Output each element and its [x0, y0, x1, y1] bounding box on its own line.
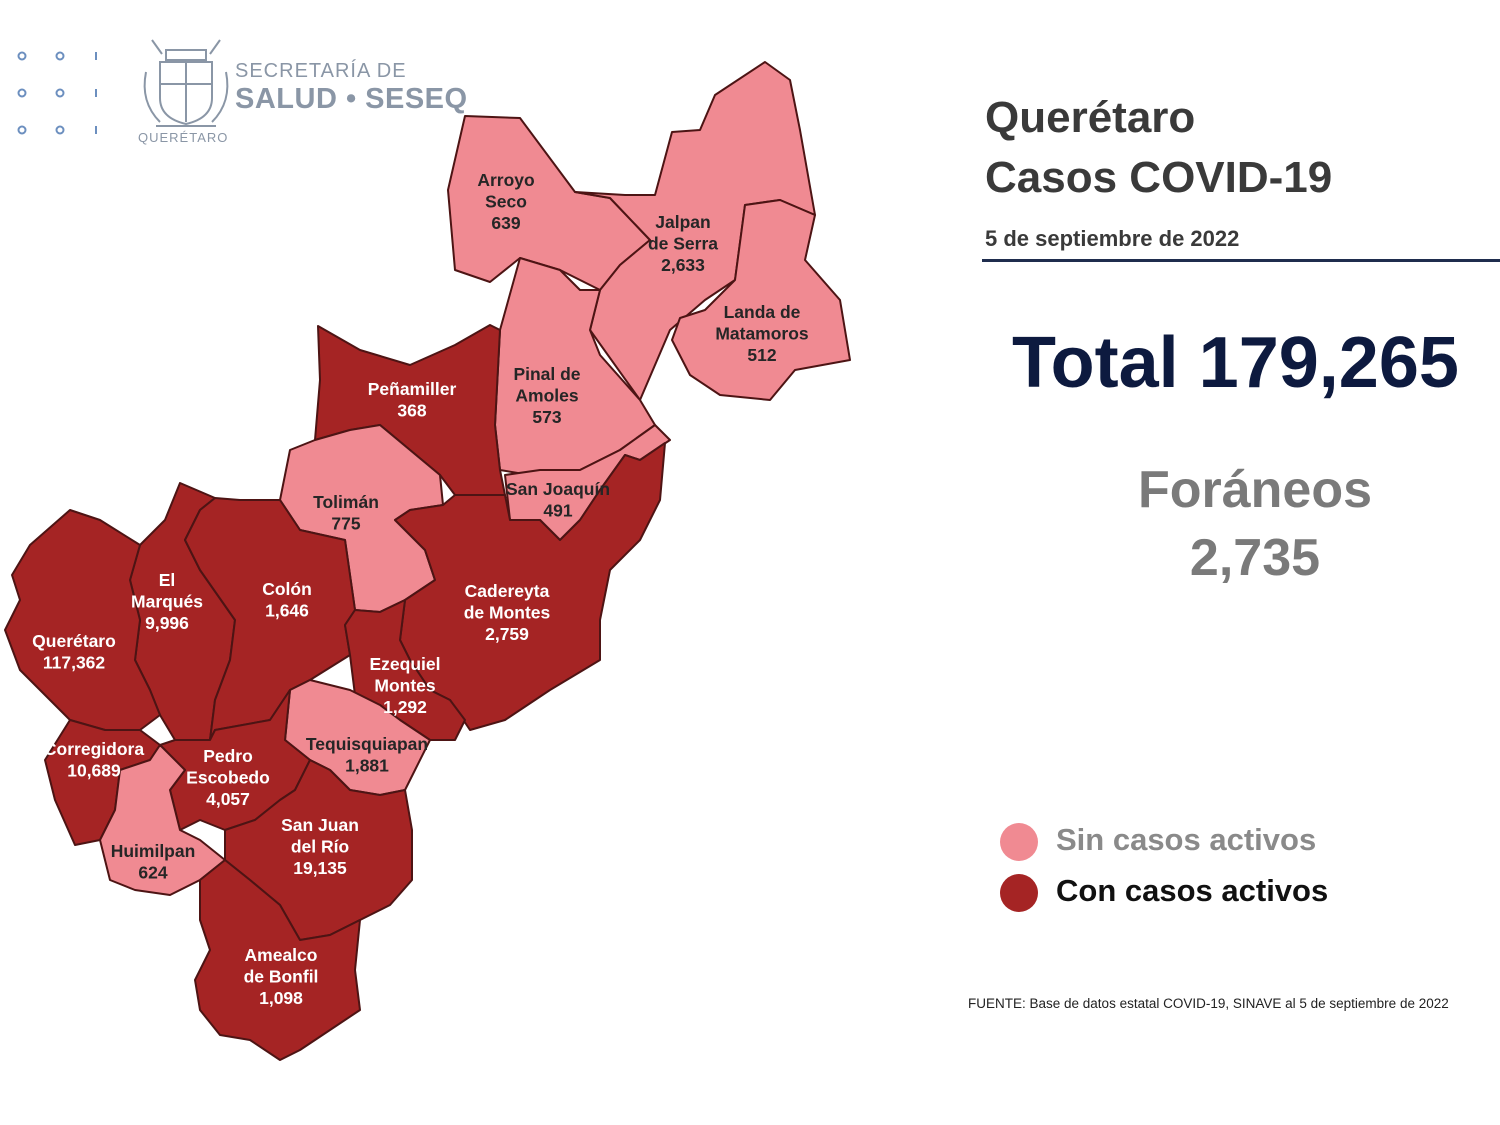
label-queretaro-line-1: 117,362 [43, 653, 106, 673]
label-pedro-escobedo-line-0: Pedro [203, 746, 253, 766]
queretaro-covid-map: Arroyo Seco 639 Jalpan de Serra 2,633 Landa de… [4, 61, 851, 1061]
label-tequisquiapan: Tequisquiapan 1,881 [306, 734, 428, 776]
legend-active-label: Con casos activos [1056, 873, 1329, 908]
label-huimilpan-line-0: Huimilpan [111, 841, 196, 861]
label-cadereyta-de-montes-line-0: Cadereyta [465, 581, 550, 601]
label-colon-line-0: Colón [262, 579, 312, 599]
label-el-marques-line-0: El [159, 570, 176, 590]
region-queretaro[interactable] [4, 509, 161, 731]
label-pinal-de-amoles: Pinal de Amoles 573 [513, 364, 580, 427]
label-huimilpan: Huimilpan 624 [111, 841, 196, 883]
foraneos-block: Foráneos 2,735 [1110, 456, 1400, 592]
page-title: Querétaro Casos COVID-19 [985, 88, 1332, 208]
label-ezequiel-montes: Ezequiel Montes 1,292 [370, 654, 441, 717]
label-ezequiel-montes-line-0: Ezequiel [370, 654, 441, 674]
legend-active-swatch [1000, 873, 1038, 912]
label-landa-de-matamoros-line-0: Landa de [724, 302, 801, 322]
label-arroyo-seco: Arroyo Seco 639 [477, 170, 534, 233]
label-san-juan-del-rio-line-2: 19,135 [293, 858, 347, 878]
label-corregidora: Corregidora 10,689 [44, 739, 144, 781]
label-cadereyta-de-montes-line-2: 2,759 [485, 624, 529, 644]
title-state: Querétaro [985, 93, 1196, 142]
label-pinal-de-amoles-line-0: Pinal de [513, 364, 580, 384]
title-divider [982, 259, 1500, 262]
label-penamiller: Peñamiller 368 [368, 379, 457, 421]
label-penamiller-line-0: Peñamiller [368, 379, 457, 399]
label-amealco-de-bonfil-line-1: de Bonfil [244, 967, 319, 987]
label-toliman: Tolimán 775 [313, 492, 379, 534]
report-date: 5 de septiembre de 2022 [985, 226, 1240, 251]
queretaro-coat-of-arms-logo [143, 39, 229, 127]
label-tequisquiapan-line-1: 1,881 [345, 756, 389, 776]
label-san-joaquin-line-0: San Joaquín [506, 479, 610, 499]
region-huimilpan[interactable] [99, 744, 226, 896]
label-ezequiel-montes-line-2: 1,292 [383, 697, 427, 717]
label-arroyo-seco-line-2: 639 [491, 213, 520, 233]
region-cadereyta-de-montes[interactable] [394, 442, 666, 731]
label-san-joaquin: San Joaquín 491 [506, 479, 610, 521]
label-jalpan-de-serra-line-0: Jalpan [655, 212, 710, 232]
label-toliman-line-1: 775 [331, 514, 360, 534]
label-corregidora-line-1: 10,689 [67, 761, 121, 781]
label-arroyo-seco-line-0: Arroyo [477, 170, 534, 190]
label-el-marques: El Marqués 9,996 [131, 570, 203, 633]
label-pedro-escobedo-line-1: Escobedo [186, 768, 270, 788]
legend-inactive-swatch [1000, 822, 1038, 861]
label-amealco-de-bonfil-line-2: 1,098 [259, 988, 303, 1008]
label-tequisquiapan-line-0: Tequisquiapan [306, 734, 428, 754]
label-jalpan-de-serra-line-1: de Serra [648, 234, 718, 254]
legend-active: Con casos activos [1000, 873, 1328, 912]
region-amealco-de-bonfil[interactable] [194, 859, 361, 1061]
label-arroyo-seco-line-1: Seco [485, 192, 527, 212]
label-pinal-de-amoles-line-2: 573 [532, 407, 561, 427]
label-cadereyta-de-montes: Cadereyta de Montes 2,759 [464, 581, 551, 644]
label-el-marques-line-2: 9,996 [145, 613, 189, 633]
label-el-marques-line-1: Marqués [131, 592, 203, 612]
label-corregidora-line-0: Corregidora [44, 739, 144, 759]
salud-seseq-label: SALUD • SESEQ [235, 83, 468, 115]
label-amealco-de-bonfil: Amealco de Bonfil 1,098 [244, 945, 319, 1008]
label-colon-line-1: 1,646 [265, 601, 309, 621]
label-landa-de-matamoros-line-2: 512 [747, 345, 776, 365]
source-note: FUENTE: Base de datos estatal COVID-19, … [968, 996, 1449, 1011]
label-san-joaquin-line-1: 491 [543, 501, 572, 521]
foraneos-label: Foráneos [1137, 461, 1373, 519]
label-amealco-de-bonfil-line-0: Amealco [245, 945, 318, 965]
label-penamiller-line-1: 368 [397, 401, 426, 421]
foraneos-value: 2,735 [1189, 529, 1321, 587]
total-cases: Total 179,265 [1012, 323, 1459, 403]
label-queretaro: Querétaro 117,362 [32, 631, 116, 673]
label-cadereyta-de-montes-line-1: de Montes [464, 603, 551, 623]
label-landa-de-matamoros-line-1: Matamoros [715, 324, 809, 344]
decorative-dots [17, 51, 97, 135]
region-landa-de-matamoros[interactable] [671, 199, 851, 401]
label-landa-de-matamoros: Landa de Matamoros 512 [715, 302, 809, 365]
label-pinal-de-amoles-line-1: Amoles [515, 386, 578, 406]
label-san-juan-del-rio-line-1: del Río [291, 837, 349, 857]
legend-inactive-label: Sin casos activos [1056, 822, 1317, 857]
label-huimilpan-line-1: 624 [138, 863, 167, 883]
label-san-juan-del-rio: San Juan del Río 19,135 [281, 815, 359, 878]
label-pedro-escobedo-line-2: 4,057 [206, 789, 250, 809]
label-pedro-escobedo: Pedro Escobedo 4,057 [186, 746, 270, 809]
label-jalpan-de-serra: Jalpan de Serra 2,633 [648, 212, 718, 275]
legend-inactive: Sin casos activos [1000, 822, 1316, 861]
label-colon: Colón 1,646 [262, 579, 312, 621]
title-subject: Casos COVID-19 [985, 153, 1333, 202]
logo-caption: QUERÉTARO [138, 130, 229, 145]
secretaria-label: SECRETARÍA DE [235, 60, 407, 82]
label-san-juan-del-rio-line-0: San Juan [281, 815, 359, 835]
label-queretaro-line-0: Querétaro [32, 631, 116, 651]
label-ezequiel-montes-line-1: Montes [374, 676, 436, 696]
label-toliman-line-0: Tolimán [313, 492, 379, 512]
label-jalpan-de-serra-line-2: 2,633 [661, 255, 705, 275]
